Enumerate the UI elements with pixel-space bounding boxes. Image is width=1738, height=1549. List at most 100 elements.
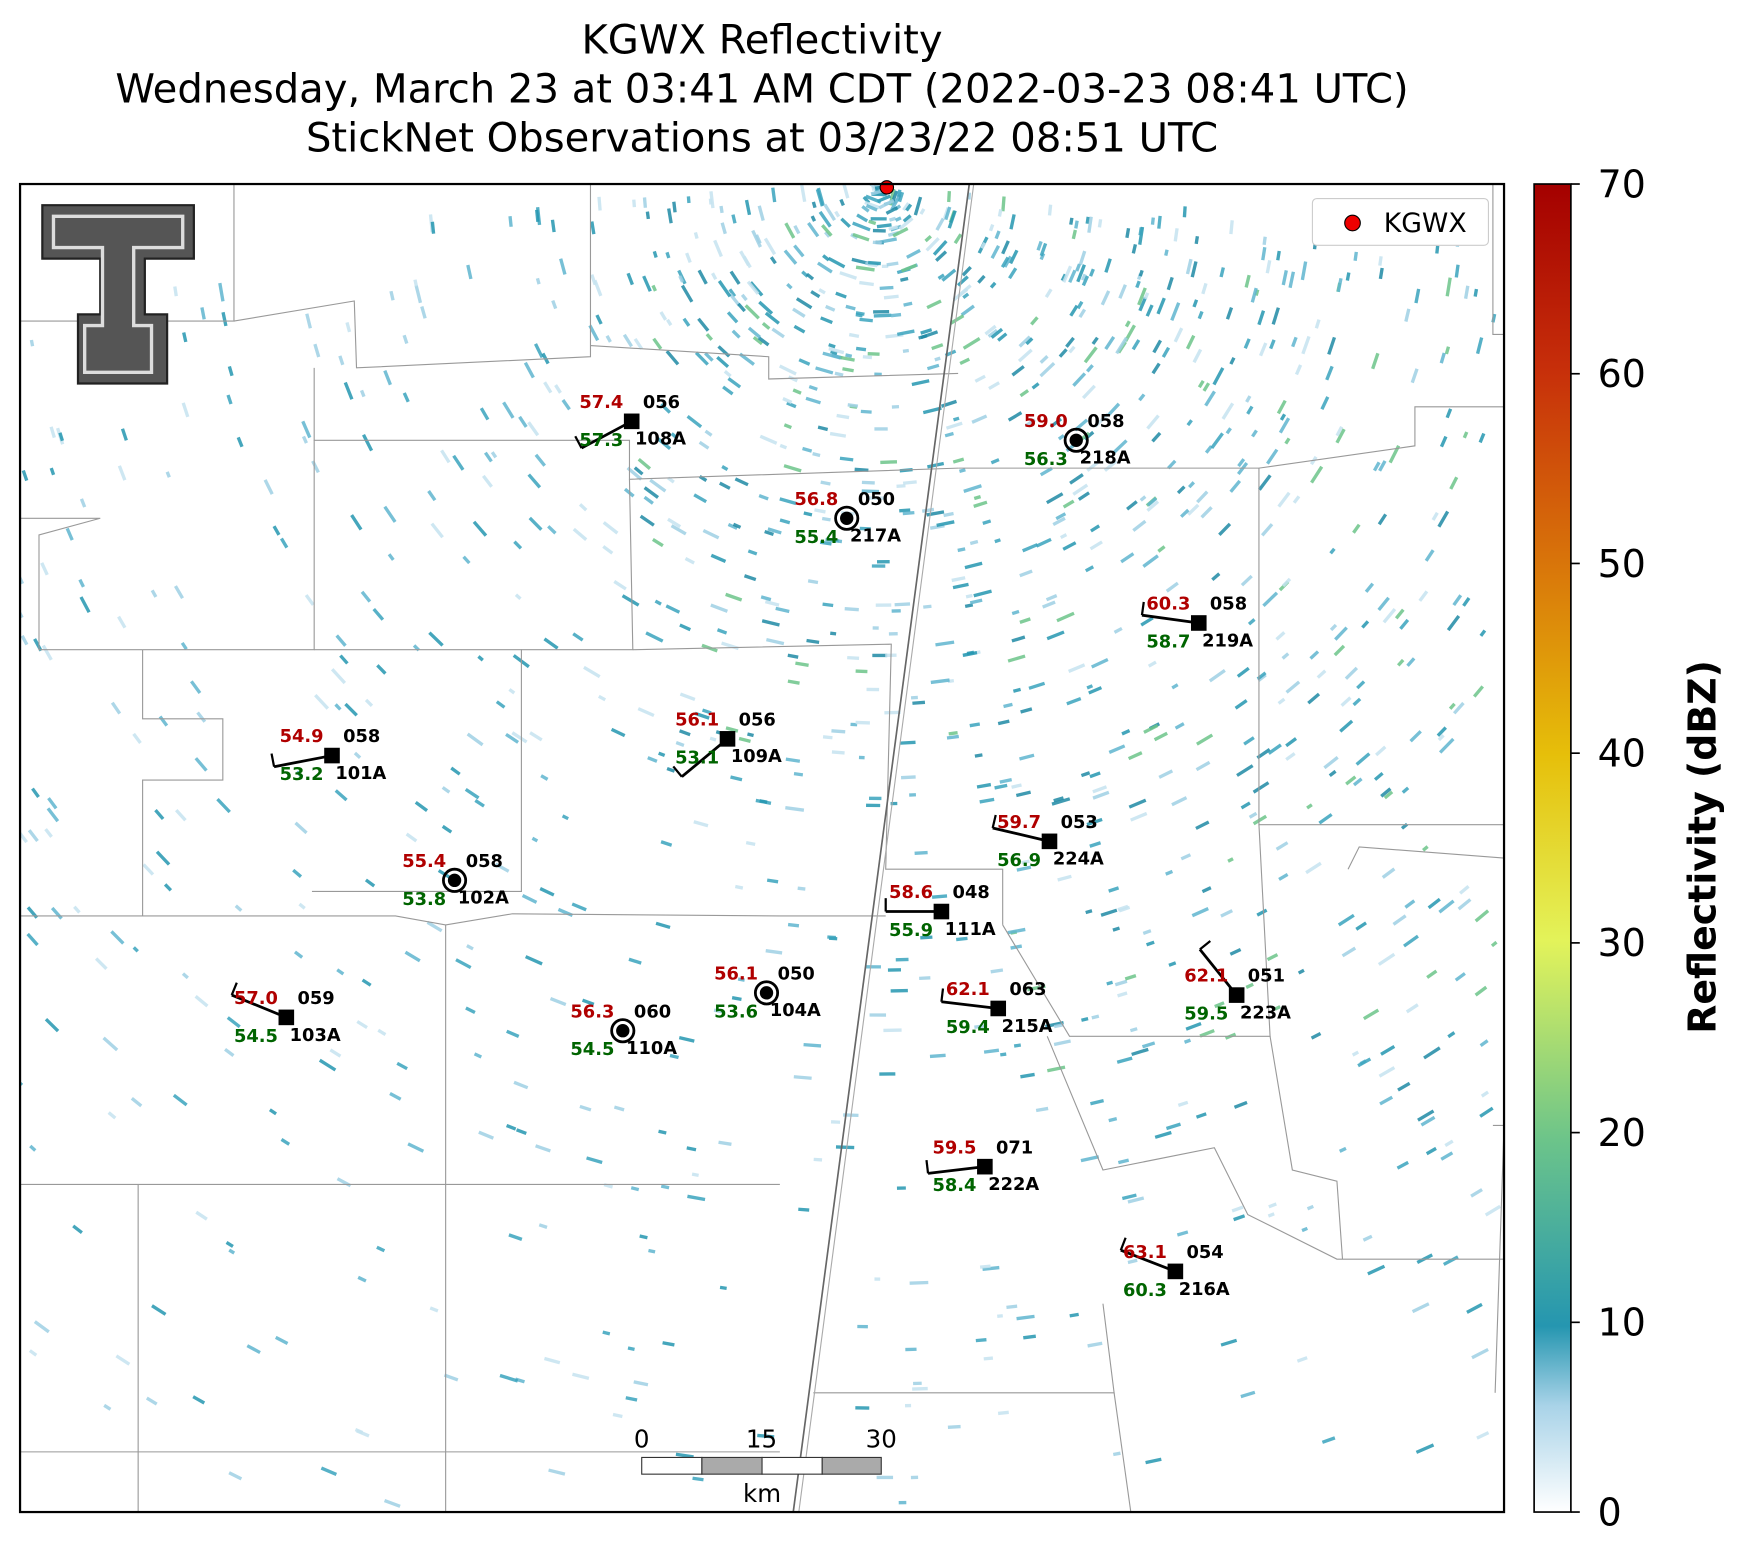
echo <box>951 576 966 583</box>
echo <box>1092 785 1108 794</box>
echo <box>793 324 806 334</box>
echo <box>1240 801 1251 810</box>
echo <box>751 229 762 248</box>
echo <box>1186 419 1193 427</box>
echo <box>1011 609 1020 616</box>
echo <box>1145 1457 1162 1465</box>
echo <box>224 1047 235 1057</box>
echo <box>1069 217 1074 225</box>
echo <box>1199 1029 1215 1038</box>
echo <box>1352 697 1362 707</box>
echo <box>739 250 751 267</box>
echo <box>675 741 685 747</box>
echo <box>1089 841 1102 848</box>
echo <box>1197 380 1205 389</box>
echo <box>465 1006 476 1014</box>
echo <box>571 902 587 912</box>
echo <box>1245 982 1254 989</box>
echo <box>466 264 473 280</box>
echo <box>1083 346 1098 364</box>
echo <box>880 460 898 465</box>
echo <box>979 797 995 804</box>
echo <box>26 932 39 947</box>
echo <box>1306 803 1313 810</box>
station-calm <box>610 1018 636 1044</box>
echo <box>758 300 774 315</box>
echo <box>944 431 954 438</box>
echo <box>1090 1099 1104 1106</box>
echo <box>1085 909 1093 915</box>
echo <box>764 311 780 325</box>
echo <box>782 397 793 404</box>
station-marker <box>1069 433 1083 447</box>
echo <box>572 632 584 642</box>
echo <box>1341 946 1357 958</box>
echo <box>896 189 902 198</box>
echo <box>793 244 805 258</box>
station-calm <box>753 980 780 1006</box>
echo <box>579 1104 592 1112</box>
echo <box>1445 408 1453 419</box>
echo <box>920 328 933 335</box>
echo <box>44 1018 60 1033</box>
scale-tick-label: 0 <box>634 1424 650 1453</box>
echo <box>752 335 764 346</box>
echo <box>1454 264 1460 278</box>
echo <box>805 272 815 281</box>
echo <box>642 197 648 208</box>
temperature: 59.5 <box>933 1137 977 1158</box>
echo <box>821 224 833 237</box>
echo <box>1011 783 1022 789</box>
echo <box>904 1403 912 1408</box>
echo <box>31 787 40 798</box>
echo <box>679 692 696 702</box>
echo <box>455 958 472 970</box>
echo <box>771 187 777 203</box>
echo <box>716 628 728 635</box>
echo <box>867 352 880 356</box>
echo <box>759 799 768 804</box>
echo <box>666 766 676 773</box>
station-id: 104A <box>770 1000 821 1021</box>
colorbar-tick-label: 70 <box>1598 162 1646 206</box>
station-marker <box>1041 833 1058 850</box>
echo <box>49 426 56 439</box>
echo <box>1025 337 1034 346</box>
echo <box>1208 669 1226 683</box>
echo <box>21 469 29 482</box>
echo <box>881 264 889 269</box>
dewpoint: 56.9 <box>997 850 1041 871</box>
echo <box>886 261 899 267</box>
echo <box>1281 577 1292 588</box>
echo <box>1182 206 1187 218</box>
echo <box>834 210 841 218</box>
echo <box>1362 1008 1380 1021</box>
echo <box>764 600 780 607</box>
echo <box>994 783 1008 790</box>
echo <box>1046 630 1065 641</box>
echo <box>965 593 973 599</box>
echo <box>145 1396 158 1406</box>
echo <box>1378 1066 1396 1078</box>
echo <box>806 638 820 645</box>
echo <box>234 904 243 912</box>
echo <box>746 280 760 295</box>
echo <box>778 364 797 376</box>
echo <box>721 465 729 471</box>
echo <box>1229 947 1242 956</box>
echo <box>883 294 899 300</box>
echo <box>227 366 234 377</box>
echo <box>1171 683 1179 690</box>
echo <box>1401 786 1410 794</box>
echo <box>956 936 968 942</box>
echo <box>1352 777 1363 787</box>
echo <box>1335 428 1346 444</box>
echo <box>46 807 60 823</box>
echo <box>744 199 752 216</box>
echo <box>835 1145 855 1150</box>
echo <box>531 836 539 843</box>
station-marker <box>933 903 950 920</box>
echo <box>1281 652 1290 660</box>
echo <box>27 829 39 843</box>
echo <box>1062 265 1073 283</box>
